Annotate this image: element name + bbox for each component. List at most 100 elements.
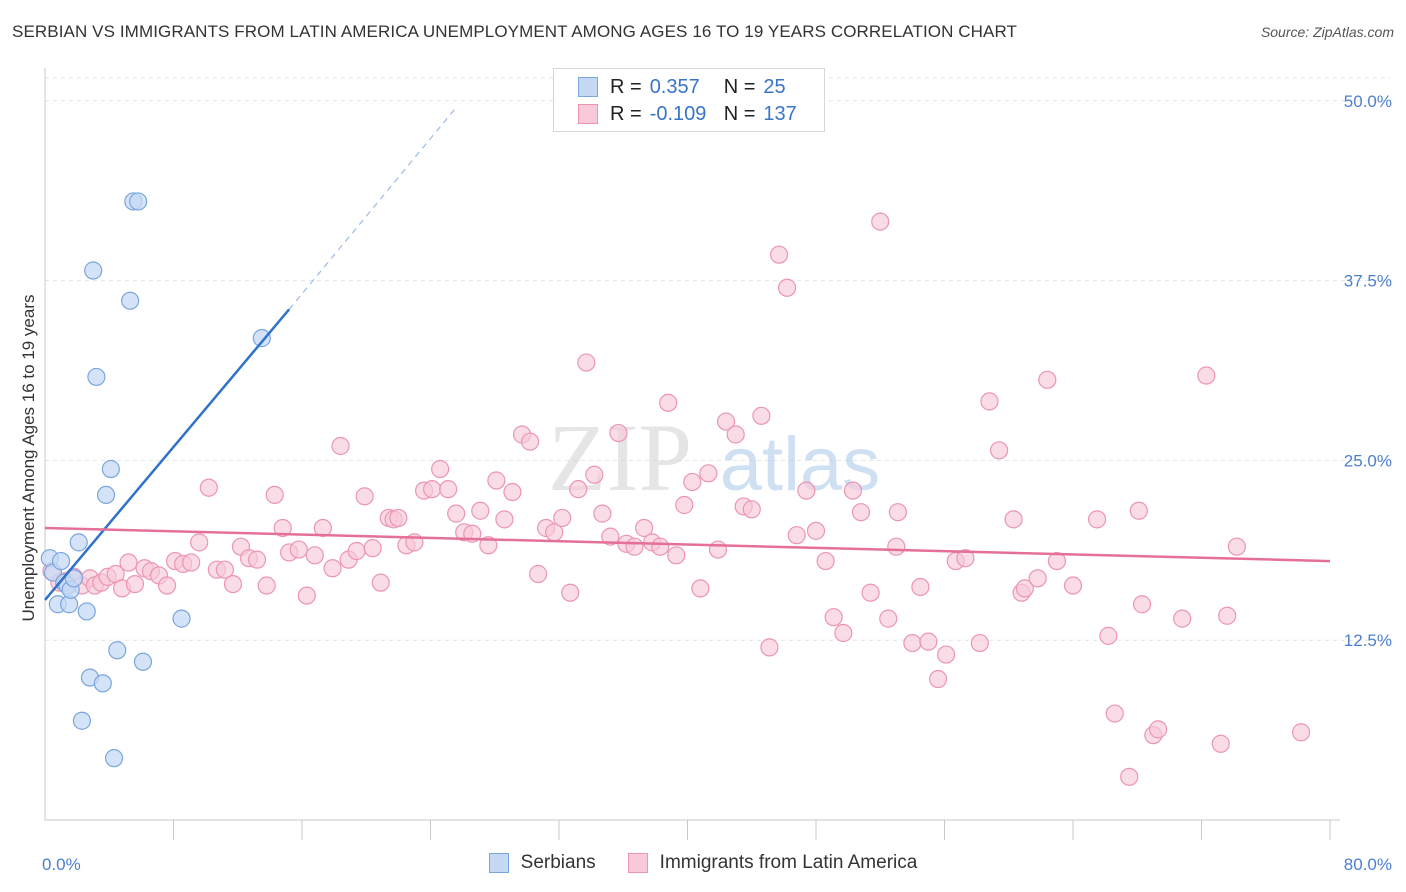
latin-america-point xyxy=(871,212,890,231)
axes xyxy=(44,68,1340,840)
serbians-trend-line xyxy=(44,308,291,601)
latin-america-trend-line xyxy=(44,526,1331,563)
latin-america-point xyxy=(265,485,284,505)
legend-r-value: 0.357 xyxy=(649,75,700,98)
latin-america-point xyxy=(495,510,514,529)
latin-america-point xyxy=(1028,569,1047,588)
latin-america-point xyxy=(1173,609,1192,628)
latin-america-point xyxy=(297,586,316,605)
latin-america-point xyxy=(683,472,702,492)
latin-america-point xyxy=(956,549,975,568)
serbian-point xyxy=(93,674,112,693)
latin-america-point xyxy=(431,459,450,479)
latin-america-point xyxy=(125,574,145,594)
legend-item-latin[interactable]: Immigrants from Latin America xyxy=(627,852,918,874)
serbian-point xyxy=(69,533,88,552)
latin-america-point xyxy=(1120,767,1139,786)
latin-america-point xyxy=(609,423,628,443)
latin-america-point xyxy=(769,245,789,264)
latin-america-point xyxy=(760,638,779,657)
serbian-point xyxy=(101,459,120,479)
latin-america-point xyxy=(1047,551,1067,571)
legend-n-label: N = xyxy=(723,102,756,125)
watermark-zip: ZIP xyxy=(548,404,692,511)
serbian-point xyxy=(51,551,71,571)
latin-america-point xyxy=(851,503,871,522)
serbian-point xyxy=(133,652,153,671)
legend-swatch-serbians xyxy=(578,77,598,97)
latin-america-point xyxy=(363,539,382,558)
serbian-point xyxy=(108,641,127,660)
latin-america-point xyxy=(577,353,596,372)
latin-america-point xyxy=(1218,606,1237,625)
latin-america-point xyxy=(806,521,826,540)
legend-row-latin: R = -0.109 N = 137 xyxy=(578,102,797,126)
legend-label-latin: Immigrants from Latin America xyxy=(659,852,918,873)
y-axis-label: Unemployment Among Ages 16 to 19 years xyxy=(19,295,38,622)
latin-america-point xyxy=(529,564,548,584)
y-tick-label: 25.0% xyxy=(1344,451,1392,470)
latin-america-point xyxy=(323,559,342,578)
serbian-point xyxy=(87,367,106,387)
x-tick-label: 80.0% xyxy=(1344,855,1392,874)
latin-america-point xyxy=(667,546,686,565)
latin-america-point xyxy=(305,546,324,565)
latin-america-point xyxy=(752,406,771,425)
serbian-point xyxy=(72,711,92,730)
legend-item-serbians[interactable]: Serbians xyxy=(488,852,596,874)
y-tick-label: 12.5% xyxy=(1344,631,1392,650)
latin-america-point xyxy=(1063,576,1083,595)
legend-n-value: 25 xyxy=(763,75,786,98)
serbian-point xyxy=(84,261,103,280)
latin-america-point xyxy=(635,518,654,538)
x-tick-label: 0.0% xyxy=(42,855,81,874)
latin-america-point xyxy=(1291,723,1311,742)
latin-america-point xyxy=(585,465,604,484)
legend-label-serbians: Serbians xyxy=(520,852,596,873)
latin-america-point xyxy=(471,501,490,520)
latin-america-point xyxy=(347,541,366,561)
latin-america-point xyxy=(1004,510,1023,529)
latin-america-point xyxy=(520,432,540,451)
latin-america-point xyxy=(843,481,863,500)
latin-america-point xyxy=(834,623,853,643)
latin-america-point xyxy=(182,553,201,572)
latin-america-point xyxy=(716,412,736,431)
latin-america-point xyxy=(215,560,234,579)
legend-swatch-latin xyxy=(578,104,598,124)
latin-america-point xyxy=(119,553,138,572)
latin-america-point xyxy=(247,550,267,569)
latin-america-point xyxy=(157,576,177,595)
latin-america-point xyxy=(199,478,218,497)
latin-america-point xyxy=(257,576,276,595)
series-legend: Serbians Immigrants from Latin America xyxy=(0,852,1406,874)
chart-title: SERBIAN VS IMMIGRANTS FROM LATIN AMERICA… xyxy=(12,22,1018,41)
legend-swatch-serbians xyxy=(488,853,509,873)
latin-america-point xyxy=(593,504,612,523)
y-tick-label: 50.0% xyxy=(1344,92,1392,111)
latin-america-point xyxy=(313,518,332,538)
latin-america-point xyxy=(223,574,243,594)
legend-n-label: N = xyxy=(723,75,756,98)
latin-america-point xyxy=(273,518,292,538)
y-tick-label: 37.5% xyxy=(1344,272,1392,291)
latin-america-point xyxy=(651,537,670,556)
latin-america-point xyxy=(190,533,209,552)
tick-labels: 12.5% 25.0% 37.5% 50.0% 0.0% 80.0% xyxy=(42,92,1392,874)
latin-america-point xyxy=(928,669,948,689)
latin-america-point xyxy=(699,464,718,483)
latin-america-point xyxy=(1015,579,1034,598)
legend-r-value: -0.109 xyxy=(649,102,707,125)
serbian-point xyxy=(104,749,124,768)
latin-america-point xyxy=(903,633,922,653)
latin-america-point xyxy=(797,481,816,500)
latin-america-point xyxy=(888,503,908,522)
latin-america-point xyxy=(371,573,390,592)
latin-america-point xyxy=(355,487,374,506)
serbians-trend-extension xyxy=(288,109,456,310)
latin-america-point xyxy=(708,540,728,559)
legend-r-label: R = xyxy=(610,102,642,125)
latin-america-point xyxy=(423,480,442,499)
legend-n-value: 137 xyxy=(763,102,797,125)
